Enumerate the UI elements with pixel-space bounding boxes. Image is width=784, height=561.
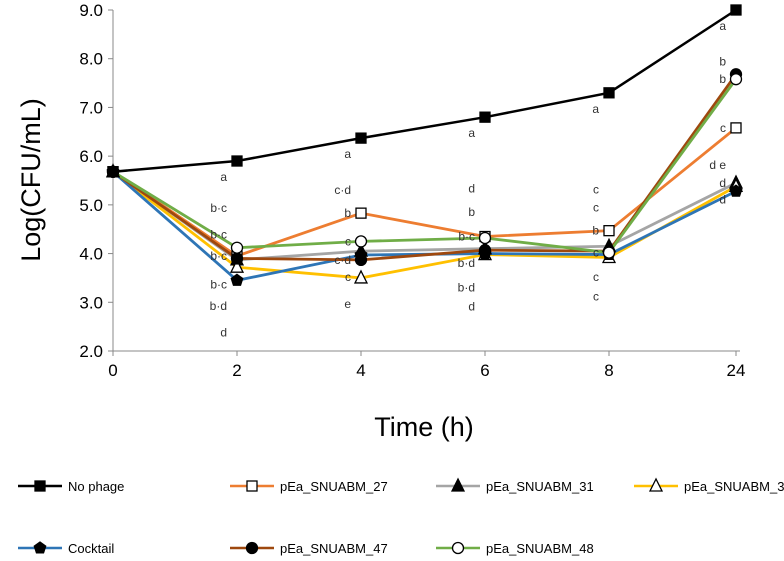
significance-label: b xyxy=(719,72,726,86)
legend-label: No phage xyxy=(68,479,124,494)
legend-marker xyxy=(450,477,466,492)
x-tick-label: 6 xyxy=(480,361,489,380)
data-point xyxy=(478,244,492,257)
legend-marker xyxy=(33,541,47,554)
significance-label: b·d xyxy=(458,256,475,270)
data-point xyxy=(355,132,367,144)
series-line xyxy=(112,73,738,262)
significance-label: d xyxy=(468,300,475,314)
data-point xyxy=(231,155,243,167)
significance-label: e xyxy=(344,297,351,311)
x-tick-label: 2 xyxy=(232,361,241,380)
data-point xyxy=(603,225,615,237)
data-point xyxy=(729,73,743,86)
significance-label: b xyxy=(468,205,475,219)
y-tick-label: 5.0 xyxy=(79,196,103,215)
significance-label: a xyxy=(344,147,351,161)
significance-label: a xyxy=(719,19,726,33)
data-point xyxy=(730,122,742,134)
significance-label: b·c xyxy=(458,230,475,244)
data-point xyxy=(230,252,244,265)
series-line xyxy=(112,126,737,258)
legend-marker xyxy=(648,477,664,492)
x-tick-label: 4 xyxy=(356,361,365,380)
significance-label: a xyxy=(220,170,227,184)
data-point xyxy=(229,258,245,273)
significance-label: c xyxy=(345,270,351,284)
significance-label: b·c xyxy=(210,249,227,263)
significance-label: c·d xyxy=(334,253,351,267)
legend-label: pEa_SNUABM_27 xyxy=(280,479,388,494)
significance-label: b·c xyxy=(210,277,227,291)
significance-label: b·d xyxy=(458,281,475,295)
y-tick-label: 9.0 xyxy=(79,1,103,20)
y-tick-label: 4.0 xyxy=(79,245,103,264)
legend-label: pEa_SNUABM_32 xyxy=(684,479,784,494)
significance-label: d xyxy=(719,176,726,190)
significance-label: d xyxy=(220,325,227,339)
significance-label: c xyxy=(593,246,599,260)
significance-label: c xyxy=(593,183,599,197)
data-point xyxy=(355,207,367,219)
data-point xyxy=(478,231,492,245)
data-point xyxy=(729,184,743,197)
legend-label: Cocktail xyxy=(68,541,114,556)
y-tick-label: 8.0 xyxy=(79,50,103,69)
series-line xyxy=(112,78,738,255)
data-point xyxy=(353,269,369,284)
data-point xyxy=(730,4,742,16)
significance-label: b xyxy=(719,54,726,68)
significance-label: b·c xyxy=(210,228,227,242)
legend-marker xyxy=(451,541,465,555)
significance-label: c·d xyxy=(334,183,351,197)
significance-label: b xyxy=(592,224,599,238)
data-point xyxy=(602,246,616,259)
significance-label: d xyxy=(719,192,726,206)
data-point xyxy=(354,253,368,267)
significance-label: c xyxy=(345,234,351,248)
significance-label: a xyxy=(468,126,475,140)
data-point xyxy=(107,166,119,178)
series-line xyxy=(112,8,737,173)
data-point xyxy=(230,241,244,254)
series-line xyxy=(112,170,737,280)
legend-label: pEa_SNUABM_47 xyxy=(280,541,388,556)
x-tick-label: 8 xyxy=(604,361,613,380)
significance-label: c xyxy=(593,270,599,284)
legend-marker xyxy=(245,541,259,555)
legend-marker xyxy=(34,480,46,492)
significance-label: d xyxy=(468,182,475,196)
legend-marker xyxy=(246,480,258,492)
significance-label: d e xyxy=(709,158,726,172)
y-tick-label: 2.0 xyxy=(79,342,103,361)
y-tick-label: 7.0 xyxy=(79,98,103,117)
data-point xyxy=(230,273,244,286)
legend-label: pEa_SNUABM_48 xyxy=(486,541,594,556)
x-axis-label: Time (h) xyxy=(374,412,474,442)
x-tick-label: 0 xyxy=(108,361,117,380)
y-tick-label: 6.0 xyxy=(79,147,103,166)
y-tick-label: 3.0 xyxy=(79,293,103,312)
significance-label: a xyxy=(592,102,599,116)
series-line xyxy=(112,170,737,262)
significance-label: b·c xyxy=(210,201,227,215)
significance-label: b·d xyxy=(210,299,227,313)
significance-label: c xyxy=(720,121,726,135)
significance-label: b xyxy=(344,206,351,220)
data-point xyxy=(479,111,491,123)
significance-label: c xyxy=(593,200,599,214)
legend-label: pEa_SNUABM_31 xyxy=(486,479,594,494)
data-point xyxy=(354,235,368,248)
y-axis-label: Log(CFU/mL) xyxy=(16,98,46,262)
data-point xyxy=(603,87,615,99)
significance-label: c xyxy=(593,289,599,303)
x-tick-label: 24 xyxy=(727,361,746,380)
